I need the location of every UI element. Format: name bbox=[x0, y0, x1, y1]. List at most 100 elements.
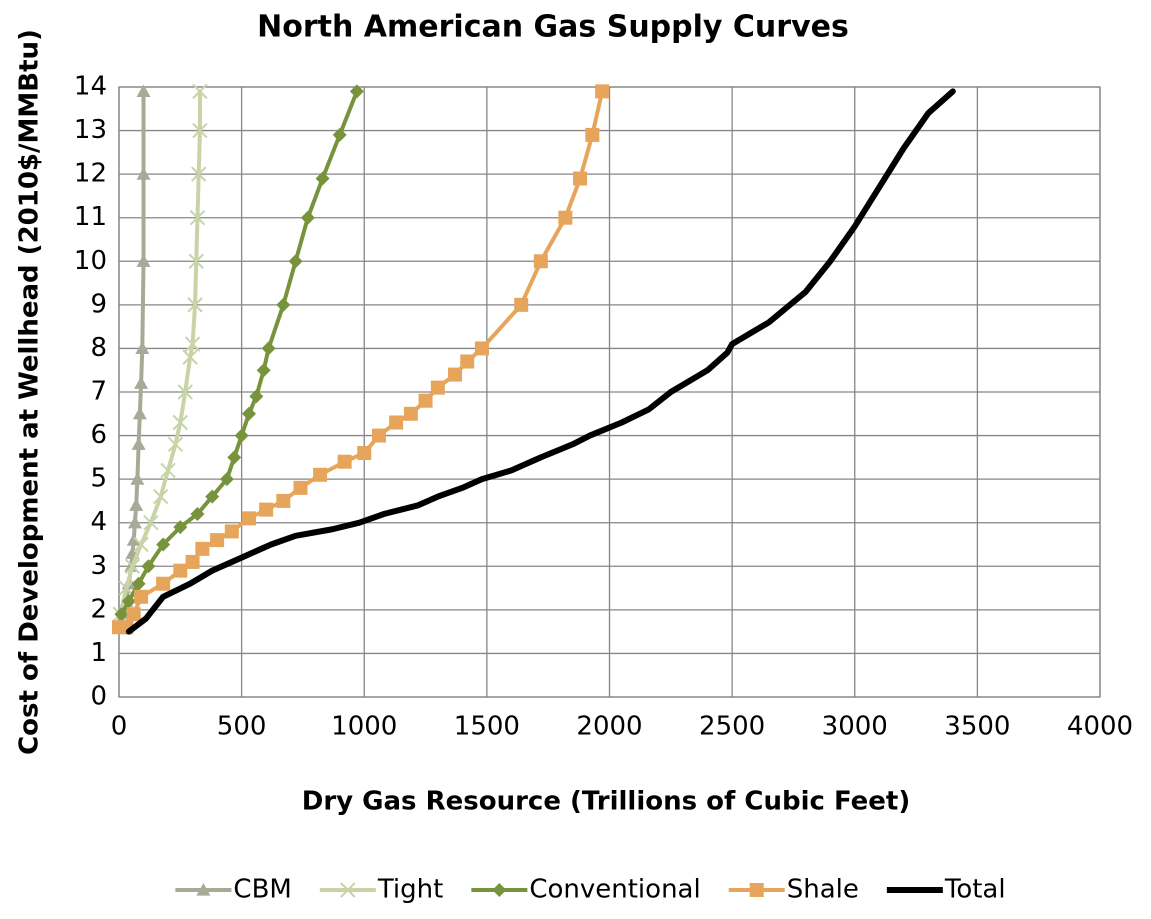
legend-label: Tight bbox=[377, 875, 443, 905]
marker bbox=[173, 520, 188, 535]
marker bbox=[133, 536, 149, 553]
marker bbox=[130, 472, 145, 485]
marker bbox=[126, 607, 141, 622]
marker bbox=[595, 84, 610, 99]
marker bbox=[418, 393, 433, 408]
marker bbox=[403, 406, 418, 421]
marker bbox=[127, 515, 142, 529]
marker bbox=[585, 127, 600, 142]
y-tick-label: 10 bbox=[74, 246, 107, 276]
marker bbox=[114, 607, 129, 622]
marker bbox=[447, 367, 462, 382]
marker bbox=[160, 462, 176, 479]
marker bbox=[276, 297, 291, 312]
marker bbox=[173, 563, 188, 578]
series-line bbox=[125, 88, 956, 635]
chart-title: North American Gas Supply Curves bbox=[257, 10, 849, 45]
marker bbox=[189, 210, 206, 226]
marker bbox=[259, 502, 274, 517]
marker bbox=[143, 515, 159, 531]
marker bbox=[134, 589, 149, 604]
marker bbox=[135, 341, 150, 355]
y-tick-label: 3 bbox=[90, 551, 107, 581]
x-tick-label: 1500 bbox=[454, 712, 520, 742]
marker bbox=[474, 341, 489, 356]
marker bbox=[276, 493, 291, 508]
legend-item: Shale bbox=[728, 875, 859, 905]
legend-label: Conventional bbox=[529, 875, 700, 905]
marker bbox=[190, 166, 207, 182]
marker bbox=[192, 83, 208, 100]
y-tick-label: 11 bbox=[74, 202, 107, 232]
y-tick-label: 6 bbox=[90, 420, 107, 450]
plot-border bbox=[118, 86, 1101, 698]
marker bbox=[152, 488, 169, 505]
marker bbox=[389, 415, 404, 430]
marker bbox=[195, 541, 210, 556]
marker bbox=[558, 210, 573, 225]
y-tick-label: 12 bbox=[74, 159, 107, 189]
marker bbox=[172, 414, 189, 431]
marker bbox=[118, 580, 135, 596]
marker bbox=[136, 254, 151, 267]
legend-label: Total bbox=[944, 875, 1006, 905]
x-tick-label: 3500 bbox=[944, 712, 1010, 742]
legend-item: CBM bbox=[175, 875, 292, 905]
marker bbox=[288, 254, 303, 269]
marker bbox=[131, 437, 146, 450]
legend-marker bbox=[196, 883, 211, 896]
marker bbox=[219, 472, 234, 487]
marker bbox=[132, 406, 147, 420]
marker bbox=[205, 489, 220, 504]
marker bbox=[184, 336, 201, 352]
y-tick-label: 14 bbox=[74, 72, 107, 102]
marker bbox=[224, 524, 239, 539]
marker bbox=[210, 533, 225, 548]
marker bbox=[129, 498, 144, 511]
marker bbox=[121, 594, 136, 609]
y-tick-label: 5 bbox=[90, 464, 107, 494]
legend-item: Conventional bbox=[471, 875, 701, 905]
legend-marker bbox=[749, 883, 764, 897]
marker bbox=[315, 171, 330, 186]
marker bbox=[460, 354, 475, 369]
marker bbox=[136, 167, 151, 180]
marker bbox=[300, 210, 315, 225]
x-tick-label: 0 bbox=[111, 712, 128, 742]
y-tick-label: 7 bbox=[90, 377, 107, 407]
x-tick-label: 3000 bbox=[822, 712, 888, 742]
x-tick-label: 500 bbox=[217, 712, 267, 742]
legend-label: CBM bbox=[233, 875, 291, 905]
y-tick-label: 9 bbox=[90, 289, 107, 319]
marker bbox=[187, 297, 203, 313]
marker bbox=[256, 363, 271, 378]
x-tick-label: 2000 bbox=[576, 712, 642, 742]
marker bbox=[371, 428, 386, 443]
marker bbox=[357, 446, 372, 460]
marker bbox=[514, 297, 529, 312]
x-axis-label: Dry Gas Resource (Trillions of Cubic Fee… bbox=[302, 787, 910, 817]
legend-item: Total bbox=[886, 875, 1006, 905]
marker bbox=[332, 127, 347, 142]
legend-item: Tight bbox=[319, 875, 443, 905]
marker bbox=[167, 436, 184, 452]
marker bbox=[134, 376, 149, 389]
marker bbox=[249, 389, 264, 404]
y-tick-label: 13 bbox=[74, 115, 107, 145]
marker bbox=[156, 537, 171, 552]
marker bbox=[337, 454, 352, 469]
marker bbox=[293, 480, 308, 495]
marker bbox=[227, 450, 242, 465]
marker bbox=[141, 559, 156, 574]
marker bbox=[241, 511, 256, 526]
marker bbox=[188, 253, 204, 269]
marker bbox=[124, 558, 141, 574]
marker bbox=[533, 254, 548, 269]
y-tick-label: 8 bbox=[90, 333, 107, 363]
x-tick-label: 1000 bbox=[331, 712, 397, 742]
marker bbox=[126, 533, 141, 546]
marker bbox=[182, 349, 198, 365]
series-line bbox=[118, 89, 202, 617]
marker bbox=[241, 406, 256, 421]
